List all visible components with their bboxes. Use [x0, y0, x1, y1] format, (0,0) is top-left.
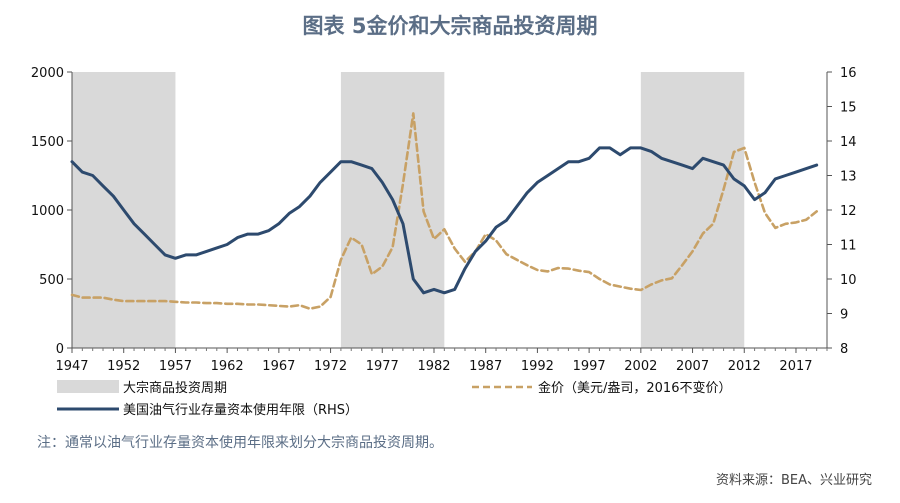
series-lines — [70, 112, 819, 311]
source-note: 资料来源：BEA、兴业研究 — [715, 473, 872, 488]
axes: 0 500 1000 1500 2000 8 9 10 11 12 13 14 15 16 1947 1952… — [31, 66, 857, 374]
footnote: 注：通常以油气行业存量资本使用年限来划分大宗商品投资周期。 — [37, 435, 443, 451]
shaded-periods — [72, 72, 745, 348]
x-tick-label: 1962 — [211, 359, 244, 374]
legend-label-shade: 大宗商品投资周期 — [123, 380, 227, 396]
x-tick-label: 2017 — [779, 359, 812, 374]
capital-age-line — [70, 146, 819, 295]
x-tick-label: 1982 — [417, 359, 450, 374]
x-tick-label: 1992 — [521, 359, 554, 374]
x-tick-label: 1967 — [262, 359, 295, 374]
x-tick-label: 2007 — [676, 359, 709, 374]
chart-title: 图表 5金价和大宗商品投资周期 — [302, 14, 598, 38]
legend-label-capital: 美国油气行业存量资本使用年限（RHS） — [123, 402, 358, 418]
right-tick-label: 11 — [840, 239, 857, 254]
x-tick-label: 1972 — [314, 359, 347, 374]
x-tick-label: 1957 — [159, 359, 192, 374]
left-tick-label: 2000 — [31, 66, 64, 81]
x-tick-label: 2002 — [624, 359, 657, 374]
x-tick-label: 1977 — [366, 359, 399, 374]
x-tick-label: 1947 — [55, 359, 88, 374]
legend-label-gold: 金价（美元/盎司，2016不变价） — [538, 380, 731, 396]
shaded-period-1 — [340, 72, 445, 348]
right-tick-label: 12 — [840, 204, 857, 219]
right-tick-label: 8 — [840, 342, 848, 357]
legend-swatch-shade — [57, 380, 119, 393]
right-tick-label: 10 — [840, 273, 857, 288]
x-tick-label: 1952 — [107, 359, 140, 374]
right-tick-label: 13 — [840, 170, 857, 185]
right-tick-label: 14 — [840, 135, 857, 150]
shaded-period-2 — [640, 72, 745, 348]
x-tick-label: 1997 — [573, 359, 606, 374]
x-tick-label: 1987 — [469, 359, 502, 374]
left-tick-label: 0 — [56, 342, 64, 357]
x-tick-label: 2012 — [728, 359, 761, 374]
right-tick-label: 9 — [840, 308, 848, 323]
gold-price-line — [70, 112, 819, 311]
right-tick-label: 16 — [840, 66, 857, 81]
legend: 大宗商品投资周期 金价（美元/盎司，2016不变价） 美国油气行业存量资本使用年限（… — [57, 380, 731, 418]
left-tick-label: 500 — [39, 273, 64, 288]
left-tick-label: 1000 — [31, 204, 64, 219]
right-tick-label: 15 — [840, 101, 857, 116]
left-tick-label: 1500 — [31, 135, 64, 150]
